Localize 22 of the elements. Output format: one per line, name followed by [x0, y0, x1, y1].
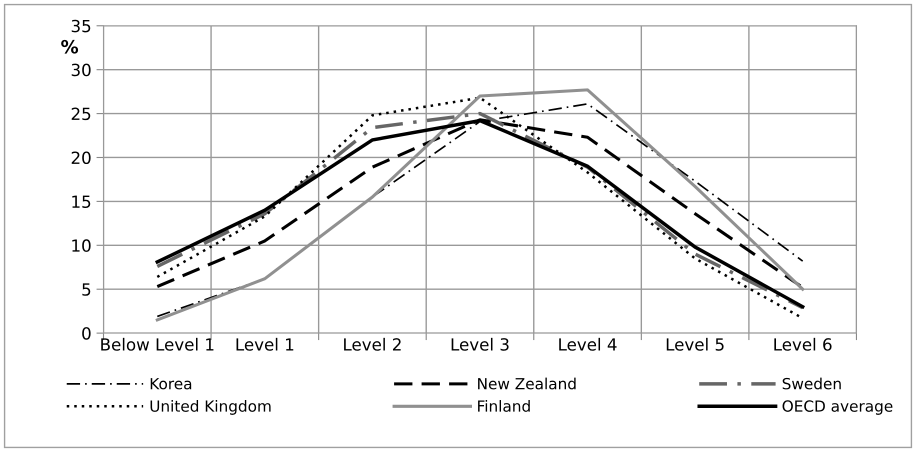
y-tick-label: 30 — [72, 64, 91, 76]
legend-label: Finland — [478, 400, 530, 412]
x-tick-label: Level 1 — [236, 338, 294, 351]
y-tick-label: 20 — [72, 151, 91, 164]
x-tick-label: Level 2 — [344, 338, 401, 351]
y-axis-title: % — [61, 40, 78, 54]
legend-label: New Zealand — [478, 378, 576, 390]
y-tick-label: 0 — [82, 327, 91, 340]
legend-label: Sweden — [782, 378, 841, 390]
x-tick-label: Below Level 1 — [101, 338, 214, 351]
x-tick-label: Level 6 — [774, 338, 832, 351]
y-tick-label: 15 — [72, 196, 90, 208]
y-tick-label: 35 — [72, 20, 90, 32]
y-tick-label: 25 — [72, 108, 90, 120]
y-tick-label: 10 — [72, 239, 91, 252]
x-tick-label: Level 5 — [666, 338, 724, 351]
y-tick-label: 5 — [82, 283, 90, 296]
legend-label: OECD average — [782, 400, 892, 415]
legend-label: Korea — [150, 378, 192, 390]
x-tick-label: Level 4 — [559, 338, 617, 351]
x-tick-label: Level 3 — [452, 338, 509, 351]
legend-label: United Kingdom — [150, 400, 271, 415]
